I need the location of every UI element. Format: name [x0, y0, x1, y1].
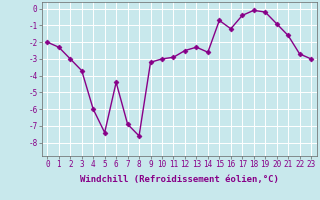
- X-axis label: Windchill (Refroidissement éolien,°C): Windchill (Refroidissement éolien,°C): [80, 175, 279, 184]
